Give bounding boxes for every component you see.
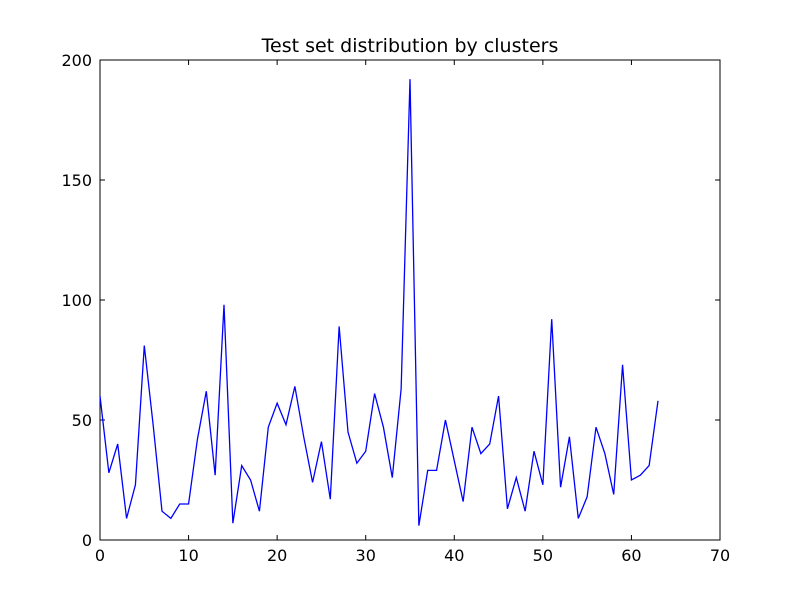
x-tick-label: 10	[178, 546, 198, 565]
x-tick-label: 70	[710, 546, 730, 565]
x-tick-label: 30	[356, 546, 376, 565]
x-tick-label: 20	[267, 546, 287, 565]
chart-title: Test set distribution by clusters	[261, 35, 559, 57]
x-tick-label: 60	[621, 546, 641, 565]
y-tick-label: 150	[61, 171, 92, 190]
y-tick-label: 50	[72, 411, 92, 430]
y-tick-label: 0	[82, 531, 92, 550]
y-tick-label: 100	[61, 291, 92, 310]
y-tick-label: 200	[61, 51, 92, 70]
series-line	[100, 79, 658, 525]
x-tick-label: 50	[533, 546, 553, 565]
x-tick-label: 0	[95, 546, 105, 565]
series-group	[100, 79, 658, 525]
x-tick-label: 40	[444, 546, 464, 565]
axis-tick-labels: 0 10 20 30 40 50 60 70 0 50 100 150 200	[61, 51, 730, 565]
